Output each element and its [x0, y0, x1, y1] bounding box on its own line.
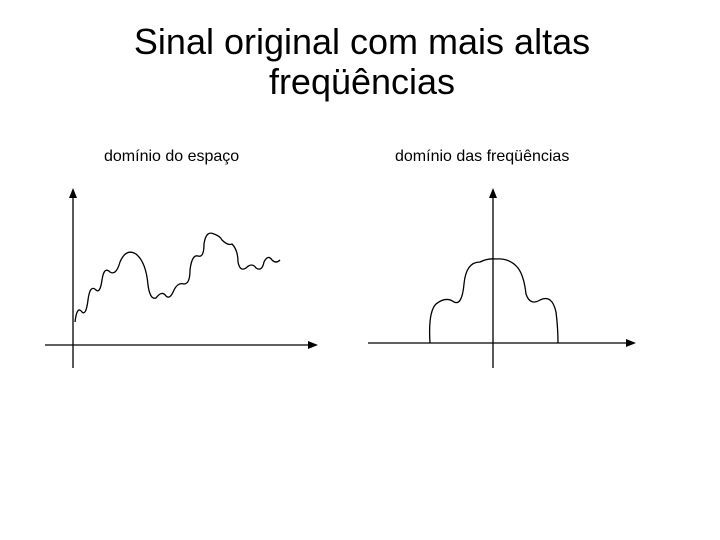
arrowhead [489, 188, 497, 198]
title-line: freqüências [268, 61, 456, 102]
space-domain [45, 188, 318, 368]
arrowhead [626, 339, 636, 347]
arrowhead [69, 188, 77, 198]
title-line: Sinal original com mais altas [133, 21, 591, 62]
spectrum-curve [428, 258, 559, 344]
panel-label: domínio do espaço [104, 148, 240, 165]
title: Sinal original com mais altas freqüência… [0, 22, 720, 102]
arrowhead [308, 341, 318, 349]
frequency-domain [368, 188, 636, 368]
panel-label: domínio das freqüências [395, 148, 570, 165]
signal-curve [74, 232, 281, 323]
